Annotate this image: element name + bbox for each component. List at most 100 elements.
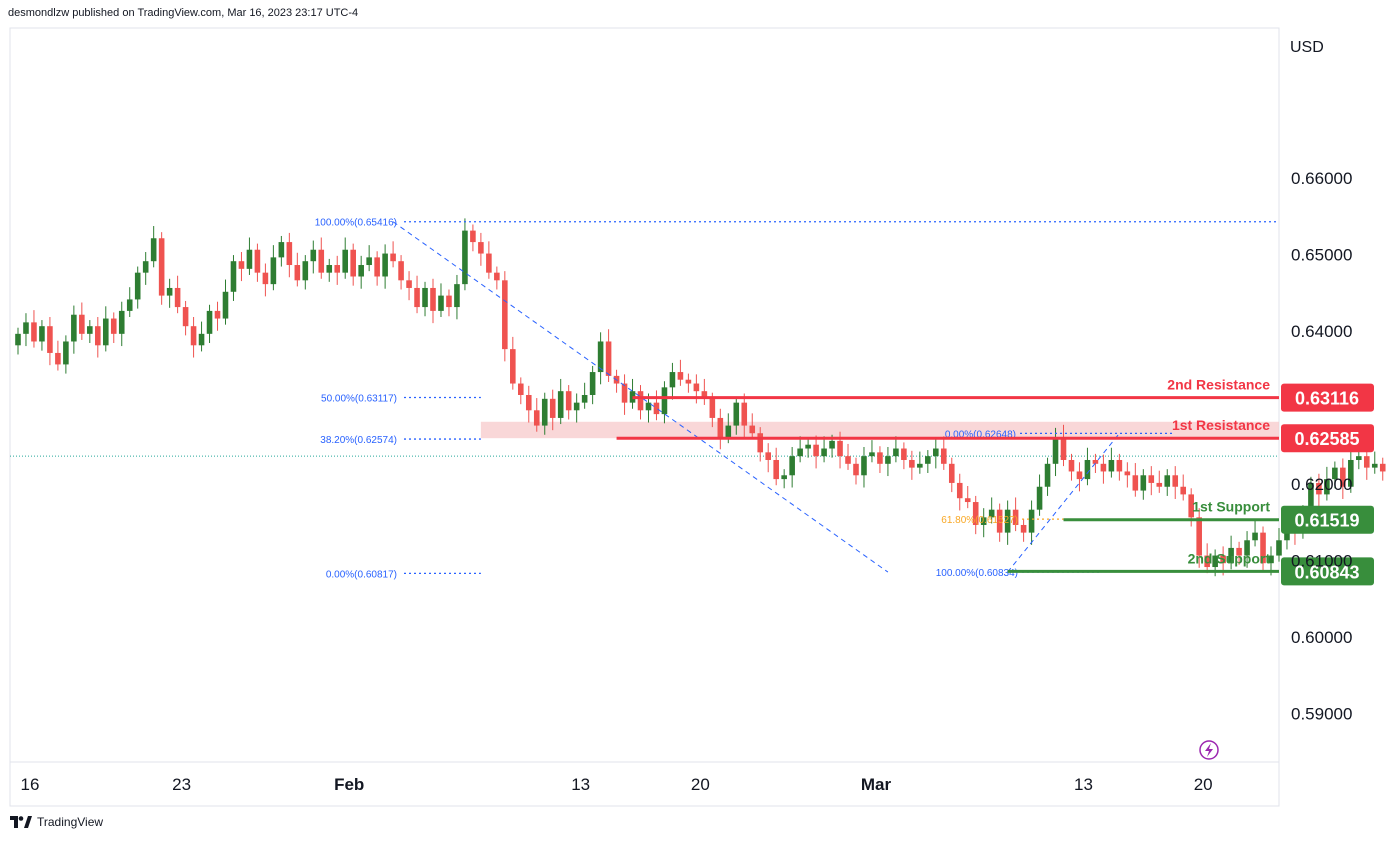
candle-body [486, 253, 492, 273]
y-tick-label: 0.60000 [1291, 628, 1352, 647]
candle-body [885, 456, 891, 464]
candle-body [150, 238, 157, 262]
candle-body [1164, 475, 1171, 487]
support-price-text: 0.60843 [1294, 562, 1359, 582]
candle-body [294, 265, 301, 281]
candle-body [1196, 517, 1202, 556]
candle-body [1068, 459, 1075, 472]
candle-body [406, 280, 412, 288]
lightning-icon [1199, 740, 1219, 760]
candle-body [23, 322, 29, 334]
currency-label: USD [1290, 39, 1324, 56]
x-tick-label: Feb [334, 775, 364, 794]
candle-body [422, 287, 428, 308]
candle-body [358, 265, 364, 277]
fib-level-label: 61.80%(0.61527) [941, 515, 1018, 526]
x-tick-label: Mar [861, 775, 892, 794]
candle-body [725, 425, 732, 438]
footer: TradingView [10, 815, 103, 829]
candle-body [198, 333, 205, 346]
candle-body [494, 272, 500, 281]
y-tick-label: 0.61000 [1291, 551, 1352, 570]
candle-body [925, 456, 931, 464]
candle-body [414, 287, 420, 308]
candle-body [262, 272, 269, 285]
candle-body [79, 314, 85, 334]
candle-body [366, 257, 372, 266]
candle-body [693, 383, 700, 392]
candle-body [677, 372, 684, 380]
candle-body [206, 310, 213, 334]
x-tick-label: 20 [1194, 775, 1213, 794]
candle-body [1340, 467, 1346, 487]
candle-body [701, 391, 708, 399]
candle-body [318, 249, 325, 273]
candle-body [95, 326, 101, 346]
plot-frame [9, 27, 1280, 807]
candle-body [1076, 471, 1083, 480]
candle-body [605, 341, 612, 376]
candle-body [1044, 463, 1051, 487]
support-name-label: 1st Support [1192, 499, 1270, 515]
y-tick-label: 0.62000 [1291, 475, 1352, 494]
candle-body [1220, 555, 1226, 564]
candle-body [1308, 482, 1314, 518]
candle-body [478, 242, 484, 254]
candle-body [518, 383, 524, 395]
candle-body [166, 287, 173, 296]
candle-body [1276, 540, 1282, 556]
candle-body [1228, 547, 1234, 564]
y-tick-label: 0.66000 [1291, 169, 1352, 188]
resistance-price-tag [1281, 383, 1374, 412]
candle-body [39, 326, 45, 342]
candle-body [382, 253, 388, 277]
candle-body [1060, 437, 1067, 460]
candle-body [1268, 555, 1274, 564]
candle-body [972, 502, 979, 525]
candle-body [55, 352, 61, 365]
resistance-price-text: 0.63116 [1295, 389, 1359, 409]
candle-body [374, 257, 380, 277]
candle-body [15, 333, 21, 346]
candle-body [933, 448, 939, 457]
candle-body [310, 249, 317, 262]
candle-body [813, 444, 819, 457]
candle-body [996, 509, 1003, 533]
candle-body [765, 452, 771, 460]
candle-body [390, 253, 396, 262]
candle-body [805, 444, 811, 449]
candle-body [1212, 555, 1218, 568]
fib-trend-line [1007, 433, 1120, 573]
candle-body [1204, 555, 1210, 568]
candle-body [669, 372, 676, 388]
resistance-price-tag [1281, 424, 1374, 453]
x-tick-label: 13 [571, 775, 590, 794]
candle-body [470, 230, 476, 243]
candle-body [118, 310, 125, 334]
candle-body [1316, 482, 1322, 495]
fib-level-label: 0.00%(0.60817) [326, 569, 397, 580]
candle-body [621, 383, 628, 403]
x-tick-label: 13 [1074, 775, 1093, 794]
candle-body [789, 456, 795, 476]
candle-body [597, 341, 604, 373]
candle-body [230, 261, 237, 292]
tradingview-logo-icon[interactable] [10, 816, 32, 828]
candle-body [861, 456, 867, 476]
candle-body [430, 287, 436, 311]
candle-body [1028, 509, 1035, 533]
candle-body [549, 398, 556, 418]
candle-body [829, 440, 835, 449]
candle-body [565, 391, 572, 411]
candle-body [741, 402, 748, 426]
candle-body [126, 299, 133, 311]
resistance-name-label: 2nd Resistance [1167, 377, 1270, 393]
publish-info: desmondlzw published on TradingView.com,… [8, 7, 359, 19]
candle-body [821, 448, 827, 457]
candle-body [980, 517, 987, 525]
resistance-price-text: 0.62585 [1294, 429, 1359, 449]
candle-body [1052, 437, 1059, 464]
candle-body [222, 291, 229, 319]
fib-level-label: 38.20%(0.62574) [320, 435, 397, 446]
